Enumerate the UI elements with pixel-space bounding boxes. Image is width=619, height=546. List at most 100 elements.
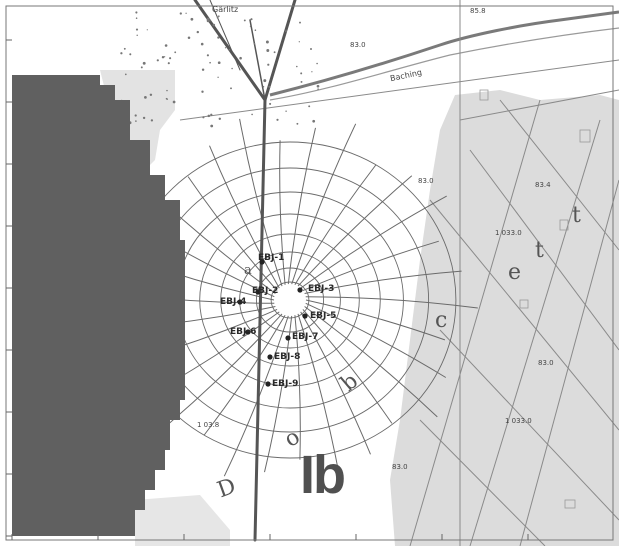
vegetation-dot	[218, 117, 222, 121]
vegetation-dot	[120, 52, 123, 55]
vegetation-dot	[206, 17, 210, 21]
spot-height: 85.8	[470, 7, 486, 15]
flow-line	[300, 311, 371, 455]
well-label: EBJ-3	[308, 284, 335, 294]
vegetation-dot	[149, 93, 153, 97]
vegetation-dot	[134, 114, 137, 117]
vegetation-dot	[267, 63, 270, 66]
flow-line	[209, 145, 280, 289]
spot-height: 1 03.8	[197, 421, 220, 429]
contour-ring	[220, 233, 360, 367]
vegetation-dot	[169, 57, 172, 60]
flow-line	[264, 315, 293, 473]
vegetation-dot	[172, 100, 176, 104]
vegetation-dot	[144, 96, 147, 99]
flow-line	[304, 270, 462, 294]
vegetation-dot	[265, 40, 269, 44]
well-symbol	[285, 335, 291, 341]
vegetation-dot	[207, 114, 211, 118]
well-label: EBJ-6	[230, 327, 257, 337]
spot-height: 83.0	[418, 177, 434, 185]
vegetation-dot	[251, 113, 253, 116]
vegetation-dot	[161, 55, 165, 59]
flow-line	[305, 296, 478, 309]
vegetation-dot	[310, 48, 312, 50]
vegetation-dot	[206, 54, 209, 57]
map-letter: e	[508, 260, 522, 285]
vegetation-dot	[269, 102, 272, 105]
vegetation-dot	[135, 17, 138, 19]
vegetation-dot	[230, 87, 232, 90]
well-symbol	[255, 289, 261, 295]
vegetation-dot	[253, 42, 256, 45]
vegetation-dot	[140, 66, 143, 69]
contour-ring	[255, 267, 325, 333]
vegetation-dot	[196, 30, 199, 34]
zone-label: Ib	[300, 445, 346, 505]
contour-ring	[150, 167, 430, 433]
vegetation-dot	[212, 23, 216, 27]
vegetation-dots	[120, 11, 320, 128]
stream-line	[269, 10, 619, 97]
vegetation-dot	[167, 62, 170, 65]
vegetation-dot	[299, 21, 301, 24]
contour-ring	[199, 213, 381, 387]
flow-line	[297, 313, 341, 482]
vegetation-dot	[136, 34, 138, 37]
vegetation-dot	[308, 105, 311, 108]
vegetation-dot	[312, 119, 316, 123]
map-letter: a	[244, 263, 252, 278]
vegetation-dot	[200, 42, 204, 46]
map-letter: t	[572, 203, 581, 228]
place-name: Gärlitz	[212, 5, 239, 14]
contour-ring	[176, 191, 404, 409]
vegetation-dot	[285, 29, 287, 31]
vegetation-dot	[209, 20, 211, 22]
vegetation-dot	[273, 51, 276, 54]
vegetation-dot	[164, 44, 168, 47]
vegetation-dot	[124, 73, 127, 76]
vegetation-dot	[135, 120, 137, 122]
contour-ring	[270, 281, 310, 319]
stream-line-2	[269, 27, 619, 101]
flow-line	[239, 118, 283, 287]
vegetation-dot	[217, 36, 220, 39]
spot-height: 83.0	[538, 359, 554, 367]
map-letter: t	[535, 238, 544, 263]
vegetation-dot	[268, 85, 271, 88]
vegetation-dot	[250, 18, 253, 21]
well-symbols	[237, 259, 308, 387]
vegetation-dot	[316, 84, 320, 88]
masked-area	[12, 75, 185, 536]
flow-line	[297, 175, 413, 287]
vegetation-dot	[129, 53, 132, 56]
well-label: EBJ-2	[252, 286, 279, 296]
well-label: EBJ-7	[292, 332, 319, 342]
flow-line	[305, 302, 447, 378]
map-border	[5, 5, 614, 541]
flow-line	[167, 313, 283, 425]
vegetation-dot	[285, 30, 287, 33]
vegetation-dot	[239, 56, 242, 60]
vegetation-dot	[179, 12, 182, 15]
meadow-symbols	[479, 89, 591, 509]
vegetation-dot	[165, 97, 168, 100]
vegetation-dot	[266, 49, 270, 52]
vegetation-dot	[209, 61, 211, 64]
vegetation-dot	[146, 29, 148, 31]
well-label: EBJ-9	[272, 379, 299, 389]
flow-line	[300, 195, 447, 289]
parcel-lines	[179, 0, 619, 546]
well-symbol	[265, 381, 271, 387]
spot-height: 83.4	[535, 181, 551, 189]
spot-height: 1 033.0	[505, 417, 532, 425]
vegetation-dot	[295, 65, 298, 68]
vegetation-dot	[249, 25, 252, 28]
well-label: EBJ-1	[258, 253, 285, 263]
vegetation-dot	[224, 47, 227, 49]
flow-line	[294, 164, 377, 286]
vegetation-dot	[298, 41, 300, 43]
well-symbol	[297, 287, 303, 293]
well-symbol	[259, 259, 265, 265]
